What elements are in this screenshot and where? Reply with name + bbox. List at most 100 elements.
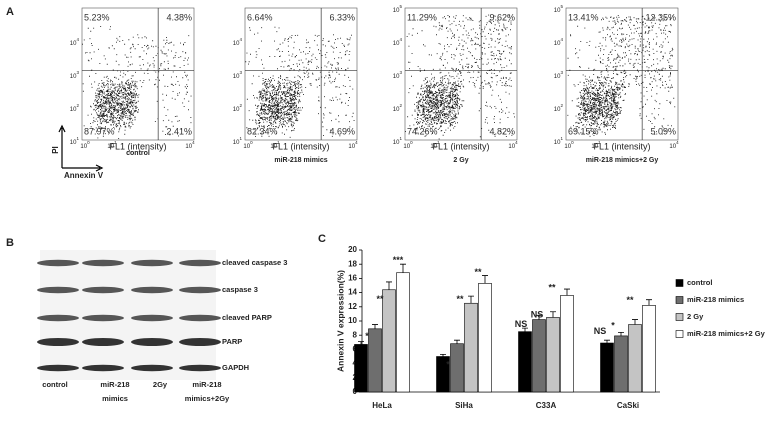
- quadrant-percent: 13.41%: [568, 12, 599, 22]
- tick-label: 100: [564, 140, 574, 149]
- tick-label: 104: [70, 37, 80, 46]
- axis-arrow: [58, 124, 104, 172]
- tick-base: 10: [233, 107, 240, 113]
- tick-exp: 1: [560, 136, 563, 141]
- error-bar: [604, 339, 610, 344]
- tick-base: 10: [393, 107, 400, 113]
- tick-base: 10: [233, 74, 240, 80]
- plot-frame: [81, 7, 195, 141]
- error-bar: [564, 288, 570, 296]
- band-label: PARP: [222, 337, 242, 346]
- tick-label: 101: [393, 136, 403, 145]
- tick-exp: 3: [560, 70, 563, 75]
- bar: [532, 319, 546, 393]
- tick-exp: 5: [399, 4, 402, 9]
- tick-base: 10: [243, 144, 250, 150]
- x-axis-label: FL1 (intensity): [109, 141, 166, 151]
- blot-band: [82, 364, 124, 372]
- tick-base: 10: [233, 140, 240, 146]
- plot-title: miR-218 mimics+2 Gy: [586, 157, 659, 164]
- quadrant-percent: 4.38%: [166, 12, 192, 22]
- bar: [518, 331, 532, 393]
- tick-exp: 3: [239, 70, 242, 75]
- bar: [396, 272, 410, 393]
- bar: [382, 289, 396, 393]
- significance: *: [611, 320, 615, 330]
- tick-label: 102: [70, 103, 80, 112]
- bar: [450, 343, 464, 393]
- x-tick-label: CaSki: [617, 401, 639, 410]
- legend-swatch: [675, 313, 684, 321]
- blot-band: [37, 286, 79, 294]
- error-bar: [358, 341, 364, 345]
- blot-band: [131, 314, 173, 322]
- error-bar: [550, 311, 556, 318]
- tick-label: 105: [554, 4, 564, 13]
- tick-exp: 3: [399, 70, 402, 75]
- tick-label: 104: [669, 140, 679, 149]
- y-tick-label: 10: [348, 316, 357, 325]
- x-axis-label: FL1 (intensity): [432, 141, 489, 151]
- error-bar: [440, 353, 446, 357]
- scatter-dots: [82, 26, 192, 139]
- panel-label: B: [6, 237, 14, 249]
- tick-label: 103: [393, 70, 403, 79]
- error-bar: [468, 295, 474, 304]
- tick-label: 105: [393, 4, 403, 13]
- y-tick-label: 8: [353, 330, 358, 339]
- significance: ***: [393, 255, 404, 265]
- tick-base: 10: [270, 144, 277, 150]
- tick-base: 10: [591, 144, 598, 150]
- blot-band: [179, 314, 221, 322]
- tick-exp: 0: [250, 140, 253, 145]
- blot-band: [37, 338, 79, 346]
- band-label: cleaved PARP: [222, 313, 272, 322]
- y-tick-label: 12: [348, 302, 357, 311]
- error-bar: [632, 319, 638, 325]
- tick-exp: 0: [410, 140, 413, 145]
- tick-base: 10: [393, 74, 400, 80]
- lane-label: 2Gy: [153, 380, 168, 389]
- tick-exp: 3: [76, 70, 79, 75]
- tick-base: 10: [185, 144, 192, 150]
- blot-band: [131, 364, 173, 372]
- tick-base: 10: [393, 41, 400, 47]
- significance: **: [474, 267, 482, 277]
- bar: [600, 342, 614, 393]
- x-tick-label: C33A: [536, 401, 557, 410]
- error-bar: [618, 331, 624, 336]
- x-axis-label: FL1 (intensity): [593, 141, 650, 151]
- blot-band: [131, 286, 173, 294]
- bar: [368, 328, 382, 393]
- scatter-dots: [245, 26, 355, 138]
- legend-label: control: [687, 278, 712, 287]
- bar: [436, 356, 450, 393]
- tick-base: 10: [107, 144, 114, 150]
- tick-exp: 4: [192, 140, 195, 145]
- panel-label: A: [6, 6, 14, 18]
- tick-exp: 4: [355, 140, 358, 145]
- blot-band: [82, 338, 124, 346]
- significance: **: [376, 294, 384, 304]
- blot-band: [82, 259, 124, 267]
- blot-band: [37, 259, 79, 267]
- y-axis-label: Annexin V expression(%): [335, 270, 345, 372]
- lane-label: miR-218: [192, 380, 221, 389]
- tick-label: 103: [233, 70, 243, 79]
- error-bar: [522, 327, 528, 332]
- tick-base: 10: [70, 74, 77, 80]
- y-tick-label: 14: [348, 288, 357, 297]
- y-tick-label: 18: [348, 259, 357, 268]
- plot-frame: [404, 7, 518, 141]
- quadrant-percent: 82.34%: [247, 126, 278, 136]
- plot-title: control: [126, 150, 150, 157]
- y-tick-label: 16: [348, 274, 357, 283]
- legend-swatch: [675, 296, 684, 304]
- tick-base: 10: [554, 107, 561, 113]
- lane-label: mimics: [102, 394, 128, 403]
- tick-label: 103: [554, 70, 564, 79]
- tick-base: 10: [393, 140, 400, 146]
- tick-base: 10: [80, 144, 87, 150]
- axis-label: Annexin V: [64, 171, 104, 180]
- tick-exp: 2: [399, 103, 402, 108]
